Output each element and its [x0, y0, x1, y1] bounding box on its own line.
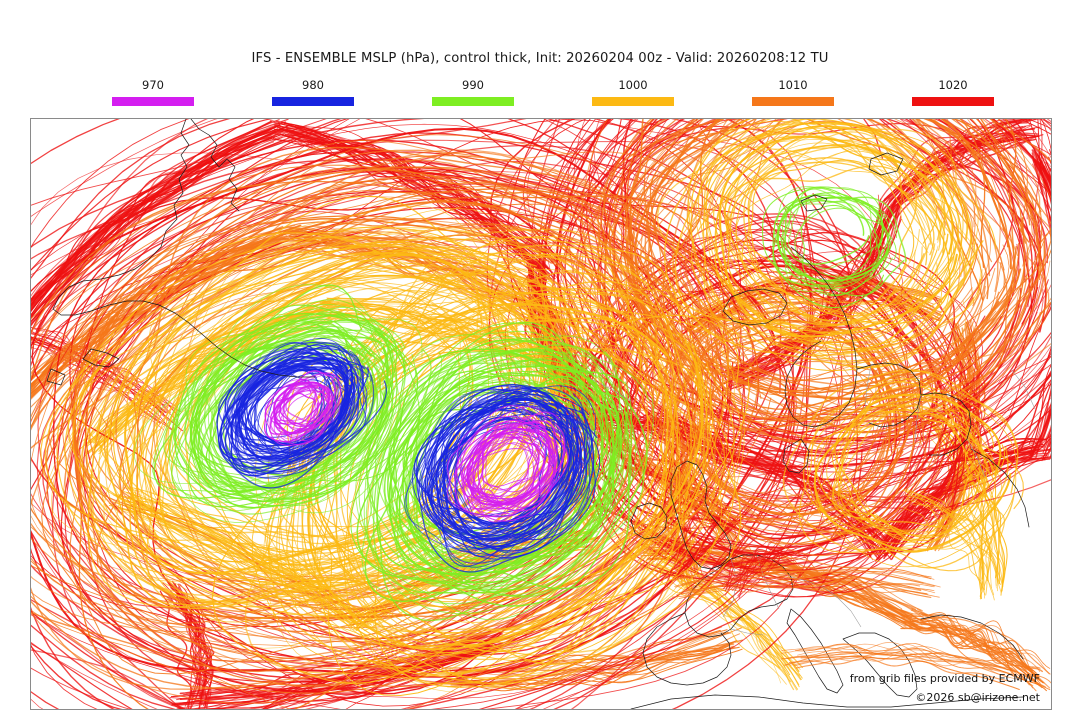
credit-source: from grib files provided by ECMWF [849, 672, 1040, 685]
coastline-segment [920, 392, 972, 456]
coastline-segment [82, 348, 120, 368]
coastline-segment [782, 438, 810, 474]
legend-swatch-980 [272, 97, 354, 106]
coastline-segment [630, 502, 668, 540]
legend-entry-980: 980 [253, 78, 373, 106]
coastline-segment [52, 119, 316, 378]
coastline-segment [970, 448, 1030, 528]
political-border [756, 554, 780, 610]
political-border [730, 628, 764, 636]
political-border [590, 378, 632, 402]
credit-author: ©2026 sb@irizone.net [915, 691, 1040, 704]
coastline-segment [920, 614, 1024, 660]
legend-label-1020: 1020 [938, 78, 968, 92]
legend-entry-970: 970 [93, 78, 213, 106]
legend-label-990: 990 [462, 78, 484, 92]
coastline-segment [786, 608, 844, 694]
legend-label-1010: 1010 [778, 78, 808, 92]
coastline-segment [842, 632, 918, 698]
legend-swatch-1010 [752, 97, 834, 106]
coastline-segment [46, 368, 66, 386]
legend-swatch-1020 [912, 97, 994, 106]
legend-swatch-990 [432, 97, 514, 106]
legend-entry-1010: 1010 [733, 78, 853, 106]
legend-entry-990: 990 [413, 78, 533, 106]
legend-label-970: 970 [142, 78, 164, 92]
political-border [914, 394, 922, 442]
coastline-segment [684, 554, 794, 638]
coastline-segment [722, 288, 788, 326]
page-title: IFS - ENSEMBLE MSLP (hPa), control thick… [251, 51, 829, 66]
legend-entry-1000: 1000 [573, 78, 693, 106]
coastline-segment [856, 362, 922, 428]
legend-entry-1020: 1020 [893, 78, 1013, 106]
political-border [966, 438, 986, 478]
spaghetti-contour-plot [31, 119, 1051, 709]
map-canvas[interactable] [30, 118, 1052, 710]
coastline-segment [630, 694, 1024, 709]
coastline-segment [784, 246, 858, 428]
coastline-segment [868, 152, 904, 176]
legend-swatch-1000 [592, 97, 674, 106]
coastline-segment [670, 460, 732, 570]
coastline-segment [642, 612, 732, 686]
coastline-segment [190, 119, 240, 212]
coastline-segment [800, 194, 828, 212]
pressure-legend: 970 980 990 1000 1010 1020 [0, 78, 1080, 108]
political-border [836, 596, 862, 628]
legend-label-980: 980 [302, 78, 324, 92]
legend-swatch-970 [112, 97, 194, 106]
political-border [1010, 368, 1036, 410]
legend-label-1000: 1000 [618, 78, 648, 92]
political-border [864, 364, 872, 410]
